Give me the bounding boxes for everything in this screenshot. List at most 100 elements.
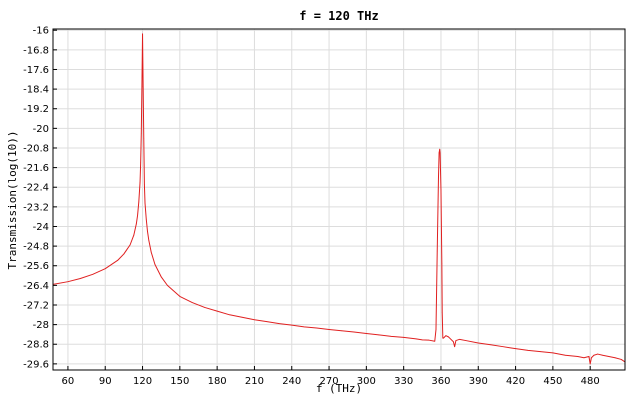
data-point (448, 336, 449, 338)
data-point (167, 285, 168, 286)
data-point (147, 231, 148, 232)
x-tick-label: 210 (245, 376, 264, 387)
data-point (92, 273, 94, 275)
data-point (117, 259, 119, 261)
data-point (465, 340, 467, 341)
y-tick-label: -16 (33, 26, 49, 37)
data-point (438, 177, 439, 178)
data-point (316, 327, 317, 329)
data-point (241, 316, 243, 318)
data-point (435, 329, 437, 330)
data-point (145, 218, 147, 220)
data-point (620, 359, 622, 360)
data-point (564, 354, 566, 356)
data-point (229, 314, 230, 316)
data-point (614, 357, 616, 359)
data-point (144, 202, 146, 204)
data-point (216, 310, 218, 312)
y-axis: -16 -16.8 -17.6 -18.4 -19.2 -20 -20.8 -21.6 -22.… (23, 26, 57, 370)
data-point (144, 184, 145, 186)
data-point (602, 354, 603, 356)
y-tick-label: -24.8 (23, 242, 49, 253)
data-point (443, 337, 444, 339)
data-point (378, 334, 380, 336)
data-point (129, 244, 131, 246)
data-point (80, 278, 81, 279)
data-point (137, 215, 138, 216)
data-point (341, 330, 342, 332)
x-tick-label: 330 (394, 376, 413, 387)
series-layer (52, 33, 626, 365)
data-point (455, 340, 457, 341)
x-tick-label: 60 (62, 376, 75, 387)
data-point (254, 319, 255, 321)
data-point (591, 357, 592, 359)
data-point (453, 341, 454, 343)
x-tick-label: 120 (133, 376, 152, 387)
x-tick-label: 480 (581, 376, 600, 387)
data-point (148, 239, 150, 241)
data-point (439, 152, 441, 154)
data-point (142, 33, 143, 35)
y-tick-label: -19.2 (23, 104, 49, 115)
data-point (440, 189, 442, 191)
data-point (477, 342, 479, 344)
x-tick-label: 300 (357, 376, 376, 387)
y-tick-label: -24 (33, 222, 49, 233)
data-point (179, 296, 181, 297)
y-tick-label: -16.8 (23, 45, 49, 56)
x-tick-label: 240 (282, 376, 301, 387)
data-point (439, 148, 441, 150)
data-point (434, 340, 436, 342)
grid (53, 29, 625, 370)
x-tick-label: 270 (320, 376, 339, 387)
data-point (123, 253, 125, 255)
data-point (436, 250, 438, 252)
x-tick-label: 390 (469, 376, 488, 387)
y-tick-label: -20.8 (23, 143, 49, 154)
data-point (140, 132, 142, 134)
data-point (441, 262, 443, 264)
y-tick-label: -20 (33, 124, 49, 135)
x-tick-label: 450 (543, 376, 562, 387)
plot-frame (52, 28, 626, 371)
x-axis: 60 90 120 150 180 210 240 270 300 330 360 390 420 450… (62, 366, 600, 387)
data-point (577, 356, 579, 357)
x-axis-label: f (THz) (316, 382, 362, 395)
data-point (444, 336, 446, 338)
data-point (278, 323, 280, 324)
data-point (140, 162, 142, 164)
data-point (438, 152, 440, 154)
data-point (421, 339, 423, 341)
x-tick-label: 90 (99, 376, 112, 387)
data-point (597, 353, 598, 355)
data-point (150, 251, 152, 253)
y-tick-label: -27.2 (23, 300, 49, 311)
data-point (141, 86, 143, 87)
y-axis-label: Transmission(log(10)) (6, 130, 19, 269)
x-tick-label: 180 (208, 376, 227, 387)
data-point (445, 335, 447, 336)
data-point (139, 181, 141, 183)
data-point (67, 281, 69, 283)
data-point (204, 307, 206, 308)
plot-background (53, 29, 625, 370)
data-point (502, 346, 504, 348)
data-point (583, 357, 585, 359)
x-tick-label: 420 (506, 376, 525, 387)
data-point (454, 346, 455, 348)
data-point (593, 354, 595, 356)
data-point (589, 363, 591, 365)
y-tick-label: -25.6 (23, 261, 49, 272)
data-point (403, 337, 405, 338)
y-tick-label: -29.6 (23, 359, 49, 370)
data-point (160, 276, 162, 278)
data-point (366, 333, 367, 334)
x-tick-label: 360 (431, 376, 450, 387)
y-tick-label: -21.6 (23, 163, 49, 174)
data-point (552, 352, 554, 354)
data-point (428, 339, 429, 341)
data-point (442, 337, 444, 339)
data-point (415, 338, 417, 340)
